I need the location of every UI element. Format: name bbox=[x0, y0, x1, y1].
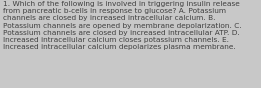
Text: 1. Which of the following is involved in triggering insulin release
from pancrea: 1. Which of the following is involved in… bbox=[3, 1, 241, 50]
